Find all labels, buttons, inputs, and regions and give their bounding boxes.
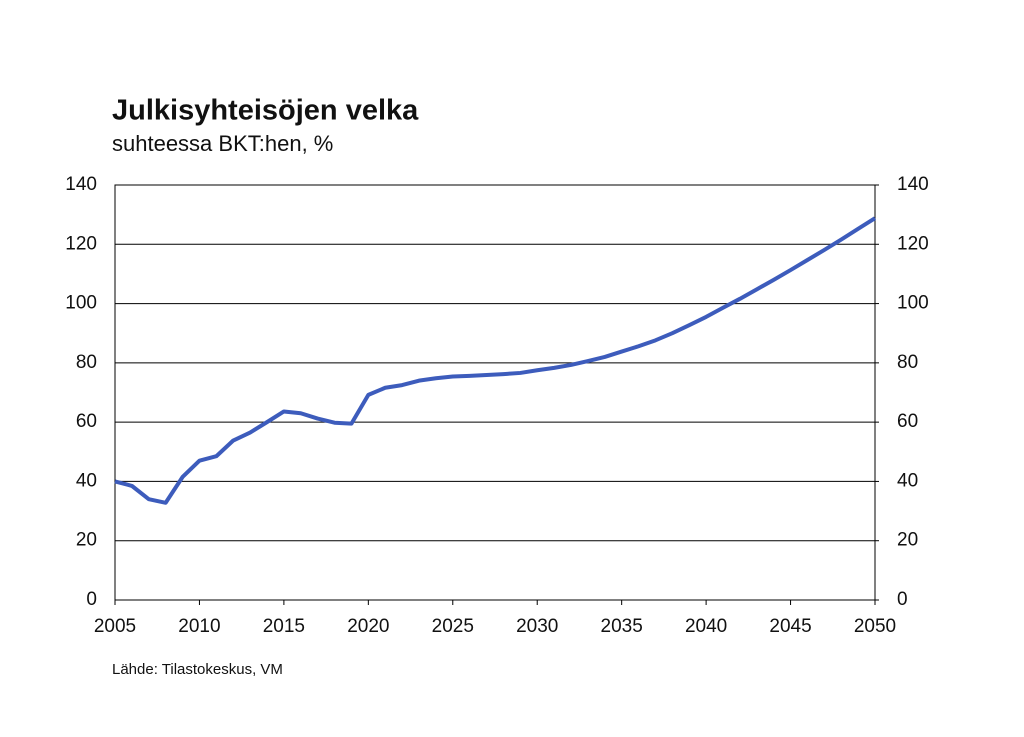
y-tick-label: 40	[76, 470, 97, 491]
x-tick-label: 2015	[263, 616, 305, 637]
source-note: Lähde: Tilastokeskus, VM	[112, 661, 283, 678]
x-tick-label: 2005	[94, 616, 136, 637]
x-tick-label: 2020	[347, 616, 389, 637]
y-tick-label: 60	[76, 411, 97, 432]
y2-tick-label: 40	[897, 470, 918, 491]
y2-tick-label: 100	[897, 293, 929, 314]
x-tick-label: 2035	[601, 616, 643, 637]
x-tick-label: 2025	[432, 616, 474, 637]
y2-tick-label: 20	[897, 530, 918, 551]
x-tick-label: 2050	[854, 616, 896, 637]
chart-subtitle: suhteessa BKT:hen, %	[112, 131, 333, 156]
y2-tick-label: 140	[897, 174, 929, 195]
chart-title: Julkisyhteisöjen velka	[112, 95, 419, 127]
y2-tick-label: 60	[897, 411, 918, 432]
y-tick-label: 0	[86, 589, 97, 610]
y-tick-label: 120	[65, 233, 97, 254]
y-tick-label: 100	[65, 293, 97, 314]
x-tick-label: 2045	[769, 616, 811, 637]
x-tick-label: 2010	[178, 616, 220, 637]
y-tick-label: 80	[76, 352, 97, 373]
plot-frame	[114, 184, 876, 601]
y2-tick-label: 0	[897, 589, 908, 610]
y2-tick-label: 120	[897, 233, 929, 254]
y2-tick-label: 80	[897, 352, 918, 373]
line-series	[114, 216, 877, 505]
y-tick-label: 20	[76, 530, 97, 551]
x-tick-label: 2040	[685, 616, 727, 637]
y-tick-label: 140	[65, 174, 97, 195]
x-tick-label: 2030	[516, 616, 558, 637]
